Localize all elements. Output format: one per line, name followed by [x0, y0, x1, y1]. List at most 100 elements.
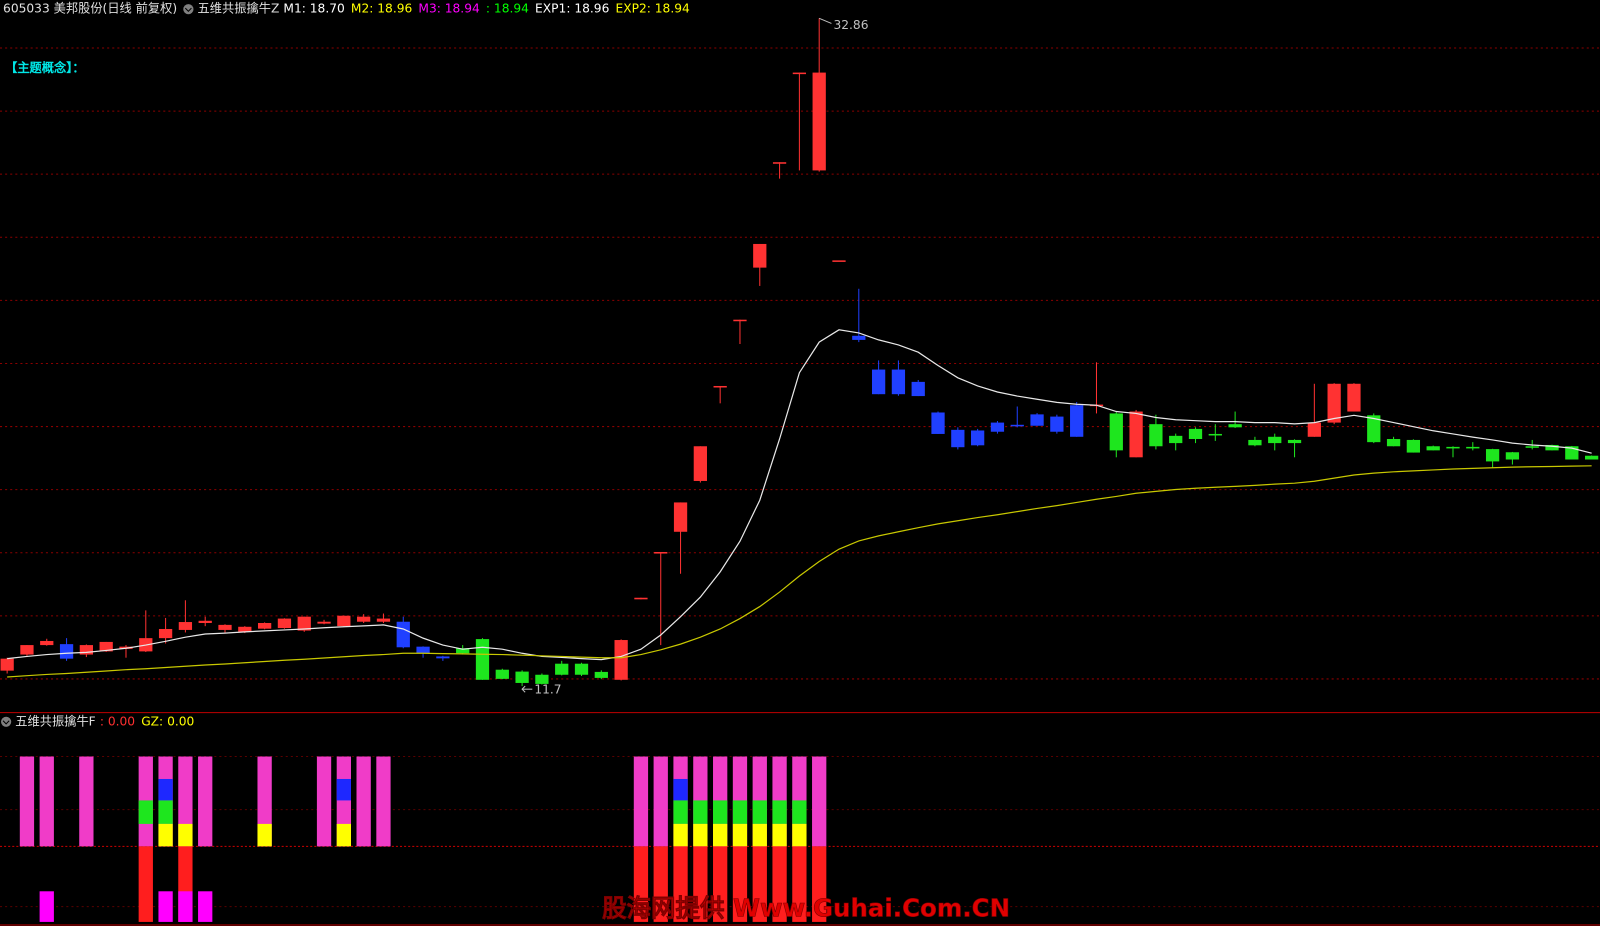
candle-body — [1169, 435, 1183, 444]
indicator-icon — [2, 720, 10, 725]
candle-body — [852, 335, 866, 340]
candle-body — [1287, 439, 1302, 444]
candle-body — [198, 620, 212, 623]
candle-body — [79, 645, 93, 655]
candle-body — [1050, 416, 1064, 432]
indicator-name: 五维共振擒牛Z — [198, 1, 280, 16]
signal-bar — [316, 756, 332, 847]
candle-body — [396, 621, 410, 648]
indicator-icon — [184, 7, 192, 12]
signal-bar — [732, 800, 748, 824]
signal-bar — [713, 800, 728, 824]
indicator-value: : 0.00 — [100, 714, 135, 728]
candle-body — [1129, 411, 1143, 458]
candle-body — [614, 640, 628, 680]
candle-body — [1010, 424, 1024, 427]
candle-body — [971, 430, 985, 446]
candle-body — [1208, 433, 1222, 436]
signal-bar — [713, 846, 728, 922]
candle-body — [792, 72, 807, 75]
candle-body — [693, 446, 707, 481]
candle-body — [1367, 415, 1381, 443]
candle-body — [257, 622, 272, 629]
signal-bar — [772, 800, 787, 824]
candle-body — [357, 616, 371, 622]
signal-bar — [693, 800, 708, 824]
min-price-label: 11.7 — [534, 683, 561, 697]
candle-body — [0, 658, 14, 671]
candle-body — [990, 422, 1005, 432]
candle-body — [1268, 436, 1282, 444]
candle-body — [515, 671, 529, 683]
signal-bar — [653, 756, 668, 847]
candle-body — [733, 319, 747, 322]
candle-body — [891, 369, 906, 395]
candle-body — [277, 618, 292, 629]
signal-bar — [633, 756, 649, 847]
candle-body — [931, 412, 945, 434]
signal-bar — [39, 891, 54, 922]
candle-body — [594, 671, 608, 678]
signal-bar — [158, 823, 173, 847]
candle-body — [951, 429, 965, 448]
candle-body — [1406, 439, 1421, 453]
chart-title: 605033 美邦股份(日线 前复权) — [3, 1, 177, 16]
candle-body — [871, 369, 886, 395]
signal-bar — [752, 800, 767, 824]
candle-body — [1426, 446, 1440, 451]
candle-body — [1585, 455, 1599, 460]
signal-bar — [138, 846, 153, 922]
candle-body — [1327, 383, 1341, 423]
candle-body — [436, 656, 450, 659]
candle-body — [456, 648, 470, 654]
signal-bar — [673, 846, 688, 922]
signal-bar — [752, 823, 767, 847]
candle-body — [1188, 428, 1203, 439]
annotation-arrow — [818, 17, 832, 24]
candle-body — [1030, 414, 1044, 426]
indicator-value: M2: 18.96 — [351, 2, 413, 16]
signal-bar — [39, 756, 54, 847]
signal-bar — [19, 756, 35, 847]
candle-body — [337, 615, 351, 627]
annotation-arrow — [521, 685, 526, 693]
candle-body — [495, 669, 509, 679]
candle-body — [238, 626, 252, 632]
candle-body — [555, 663, 569, 675]
signal-bar — [138, 800, 153, 824]
candle-body — [1149, 424, 1163, 447]
candle-body — [1485, 449, 1500, 462]
indicator-icon — [1, 716, 12, 727]
signal-bar — [693, 823, 708, 847]
indicator-value: GZ: 0.00 — [141, 714, 194, 728]
moving-average-line — [7, 465, 1592, 678]
signal-bar — [158, 778, 173, 801]
signal-bar — [693, 846, 708, 922]
candle-body — [40, 640, 54, 646]
candle-body — [475, 639, 490, 680]
signal-bar — [198, 891, 213, 922]
candle-body — [654, 551, 668, 554]
candle-body — [158, 628, 173, 639]
candle-body — [1347, 383, 1361, 412]
concept-label: 【主题概念】： — [5, 60, 85, 75]
signal-bar — [633, 846, 649, 922]
watermark: 股海网提供 Www.Guhai.Com.CN — [602, 894, 1010, 923]
signal-bar — [772, 823, 787, 847]
candle-body — [1228, 424, 1242, 428]
candle-body — [1386, 438, 1401, 447]
max-price-label: 32.86 — [833, 18, 868, 32]
signal-bar — [732, 823, 748, 847]
signal-bar — [752, 846, 767, 922]
signal-bar — [257, 823, 272, 847]
signal-bar — [673, 800, 688, 824]
signal-bar — [158, 891, 173, 922]
candle-body — [673, 502, 688, 532]
candle-body — [574, 663, 589, 675]
indicator-value: M1: 18.70 — [283, 2, 344, 16]
signal-bar — [178, 891, 193, 922]
signal-bar — [732, 846, 748, 922]
indicator-value: EXP2: 18.94 — [615, 2, 690, 16]
indicator-value: EXP1: 18.96 — [535, 2, 610, 16]
